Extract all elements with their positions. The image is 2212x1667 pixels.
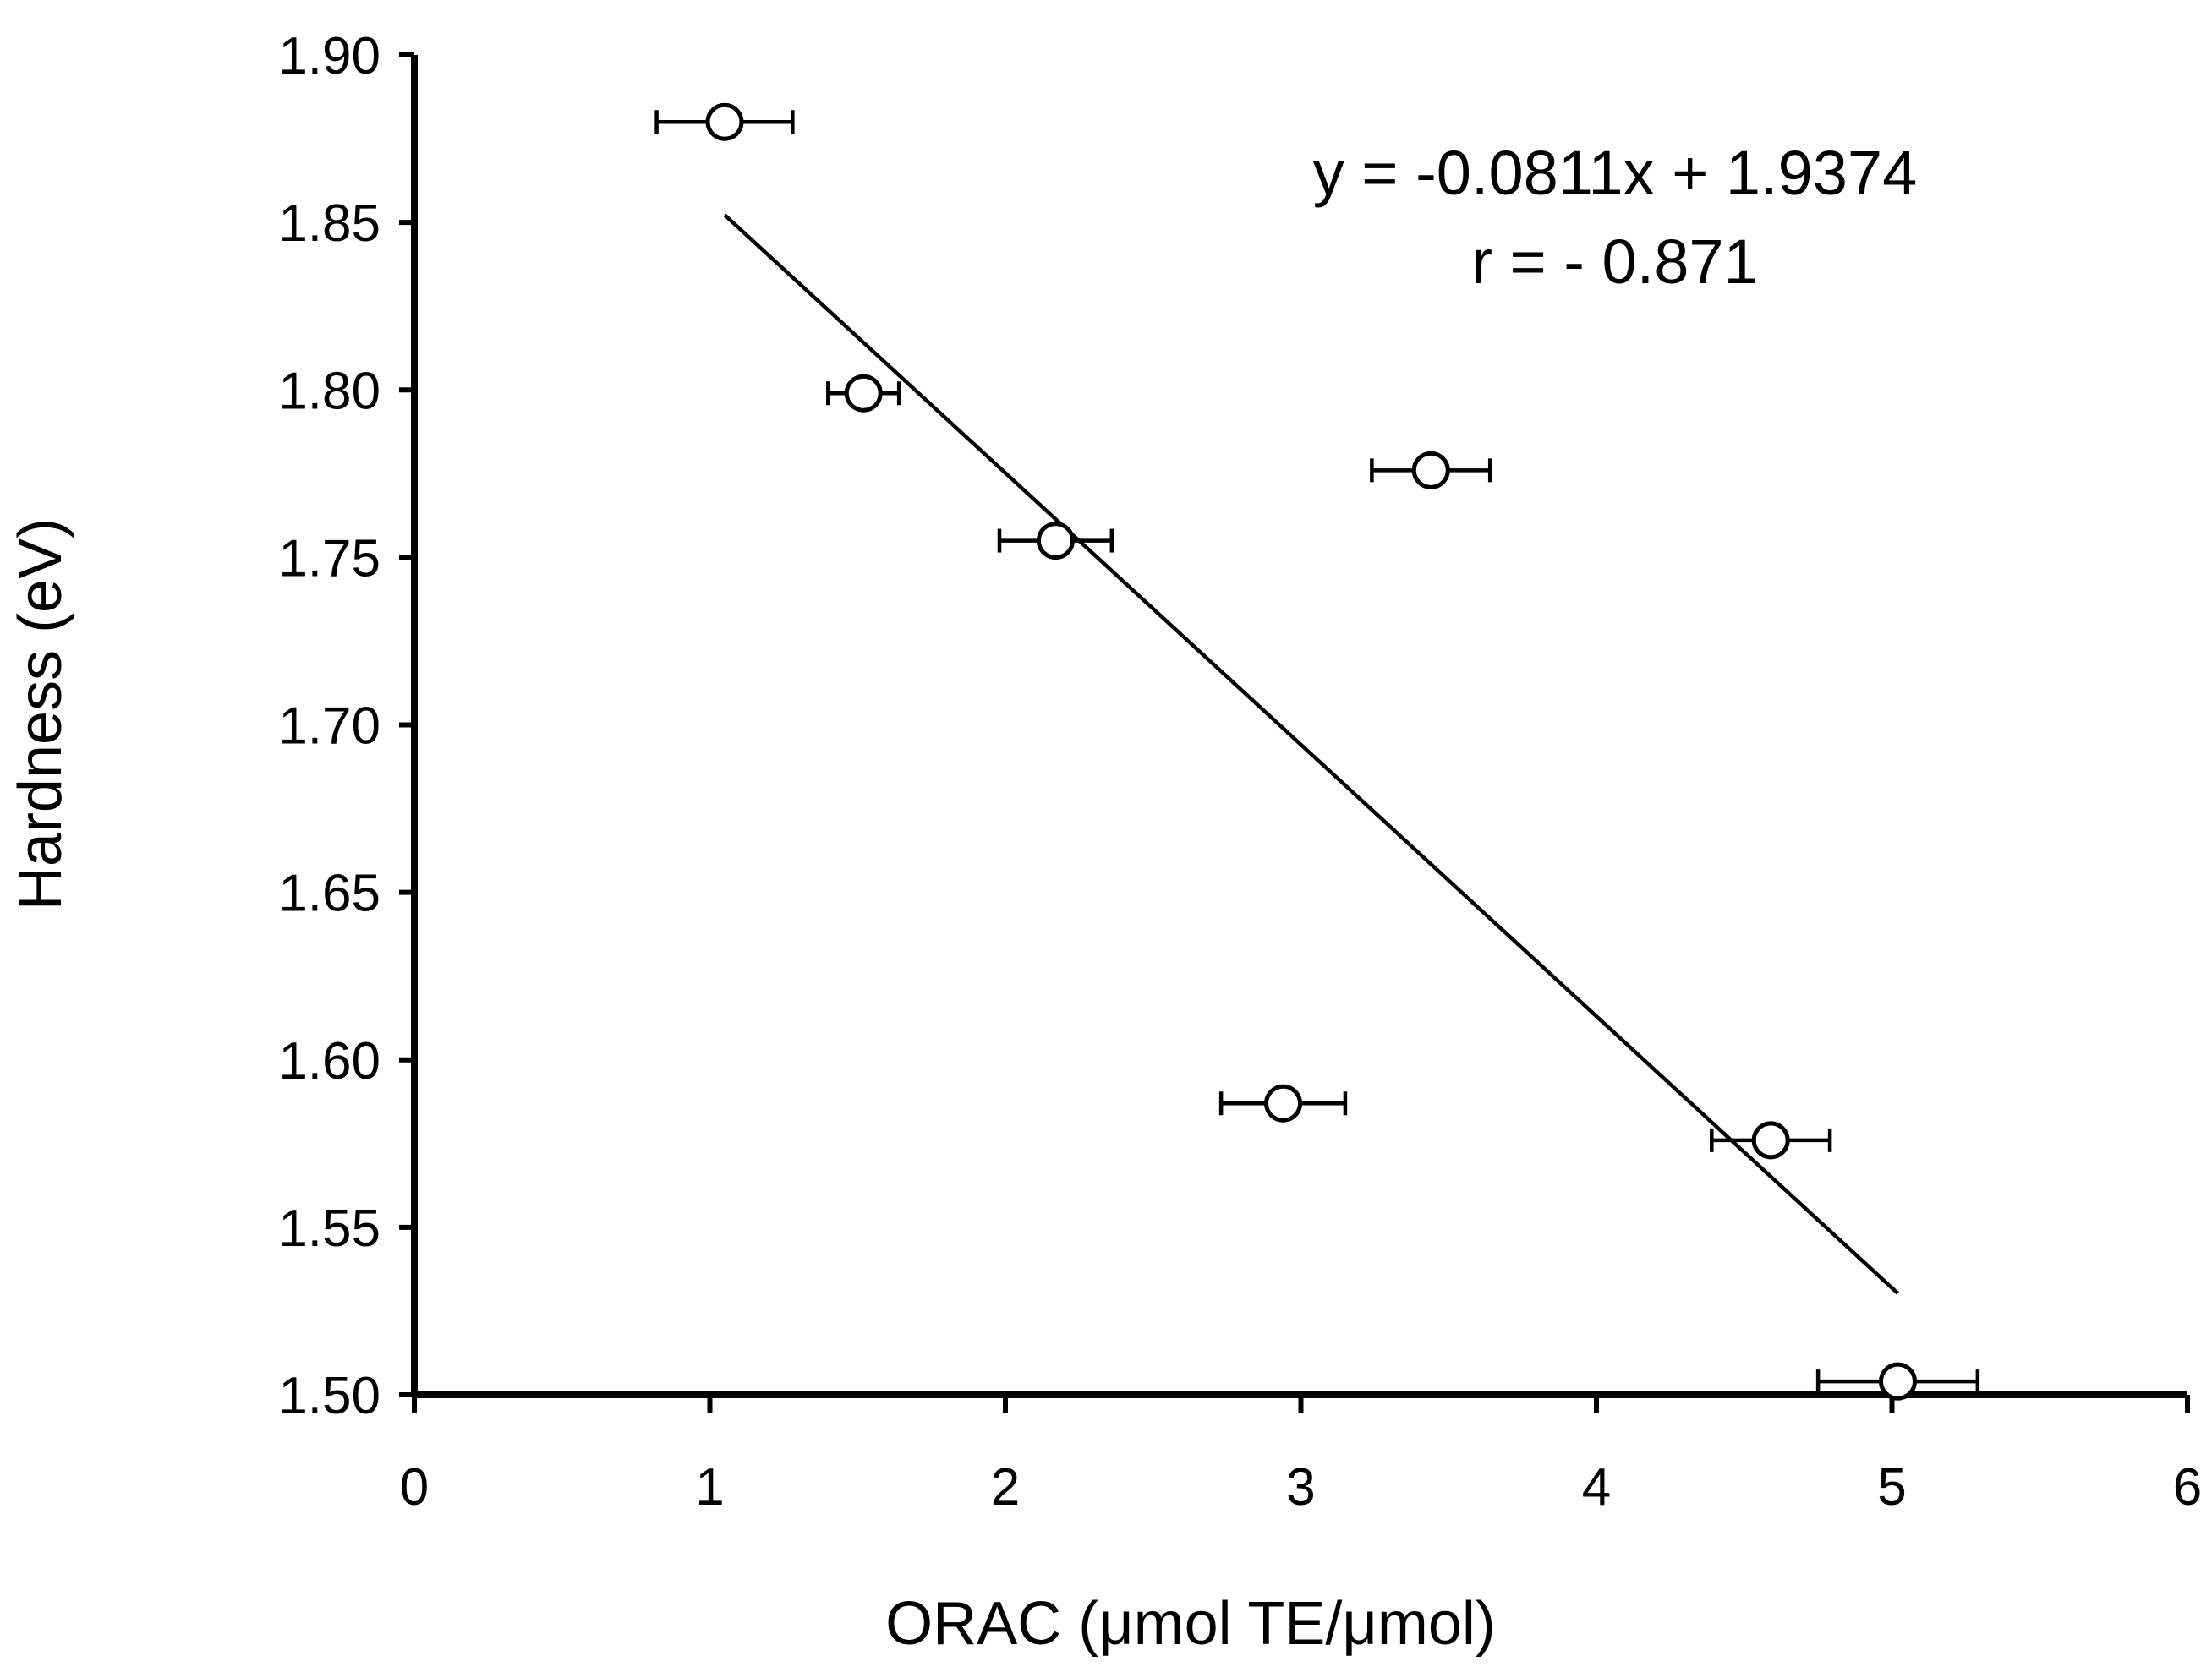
y-tick-label: 1.55	[278, 1200, 381, 1258]
data-point	[1411, 451, 1450, 489]
x-tick-label: 2	[991, 1458, 1020, 1517]
data-point	[844, 374, 883, 413]
x-tick-label: 1	[695, 1458, 724, 1517]
data-points	[654, 102, 1980, 1401]
y-axis: 1.50 1.55 1.60 1.65 1.70 1.75 1.80 1.85 1.90	[278, 27, 418, 1425]
y-axis-label: Hardness (eV)	[7, 518, 74, 910]
x-tick-label: 4	[1582, 1458, 1611, 1517]
data-point	[1036, 522, 1075, 560]
y-tick-label: 1.85	[278, 194, 381, 253]
y-tick-label: 1.75	[278, 529, 381, 588]
fit-line	[723, 213, 1900, 1295]
data-point	[1878, 1362, 1917, 1401]
x-tick-label: 0	[400, 1458, 429, 1517]
x-axis: 0 1 2 3 4 5 6	[400, 1391, 2202, 1517]
y-tick-label: 1.50	[278, 1367, 381, 1425]
x-tick-label: 5	[1877, 1458, 1906, 1517]
data-point	[1751, 1121, 1790, 1160]
fit-equation: y = -0.0811x + 1.9374	[1313, 138, 1918, 208]
y-tick-label: 1.60	[278, 1032, 381, 1090]
x-tick-label: 6	[2173, 1458, 2202, 1517]
y-tick-label: 1.70	[278, 697, 381, 756]
trend-line	[723, 213, 1900, 1295]
y-tick-label: 1.80	[278, 362, 381, 420]
data-point	[705, 102, 744, 141]
y-tick-label: 1.65	[278, 865, 381, 923]
x-tick-label: 3	[1286, 1458, 1315, 1517]
x-axis-label: ORAC (μmol TE/μmol)	[885, 1590, 1496, 1658]
data-point	[1264, 1084, 1303, 1123]
correlation-coefficient: r = - 0.871	[1471, 227, 1758, 297]
y-tick-label: 1.90	[278, 27, 381, 85]
